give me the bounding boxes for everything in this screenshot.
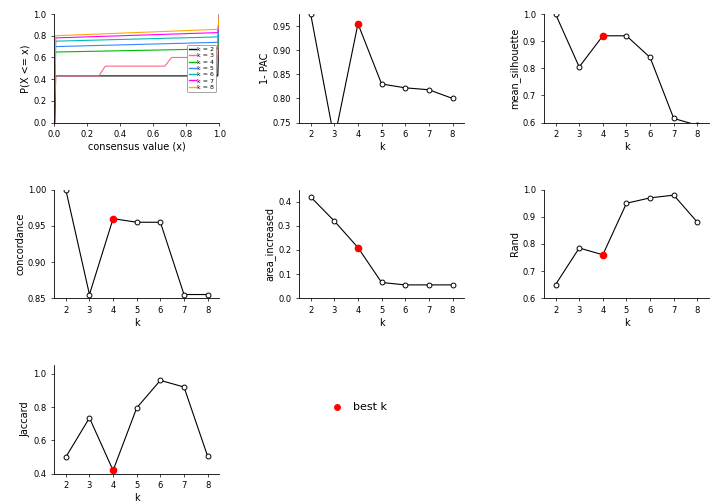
X-axis label: k: k (134, 493, 140, 503)
X-axis label: k: k (134, 318, 140, 328)
Y-axis label: P(X <= x): P(X <= x) (20, 44, 30, 93)
X-axis label: k: k (379, 142, 384, 152)
X-axis label: k: k (379, 318, 384, 328)
Y-axis label: 1- PAC: 1- PAC (260, 52, 270, 84)
Y-axis label: concordance: concordance (15, 213, 25, 275)
X-axis label: consensus value (x): consensus value (x) (88, 142, 186, 152)
X-axis label: k: k (624, 142, 629, 152)
Y-axis label: area_increased: area_increased (264, 207, 275, 281)
X-axis label: k: k (624, 318, 629, 328)
Y-axis label: mean_silhouette: mean_silhouette (509, 28, 520, 109)
Legend: best k: best k (321, 398, 392, 417)
Y-axis label: Jaccard: Jaccard (20, 402, 30, 437)
Legend: k = 2, k = 3, k = 4, k = 5, k = 6, k = 7, k = 8: k = 2, k = 3, k = 4, k = 5, k = 6, k = 7… (187, 45, 216, 92)
Y-axis label: Rand: Rand (510, 231, 520, 257)
